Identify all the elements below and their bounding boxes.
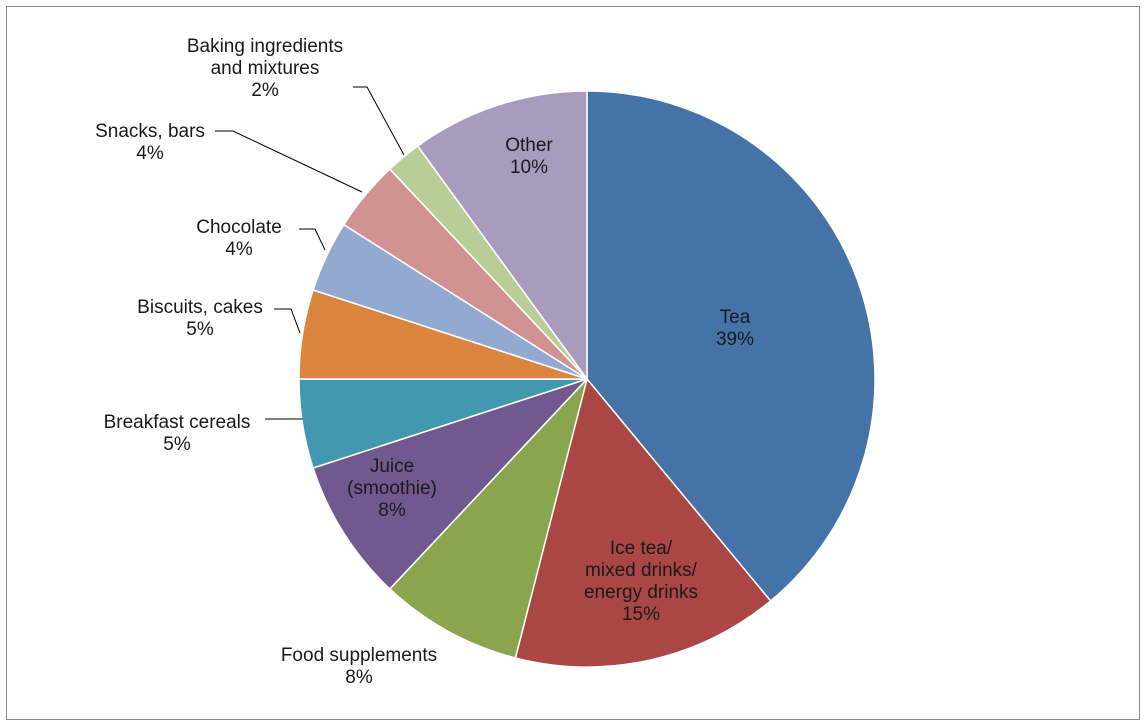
slice-label-other: Other 10% [505, 135, 553, 178]
leader-line-biscuits-cakes [274, 308, 301, 334]
slice-label-food-supplements: Food supplements 8% [281, 645, 437, 688]
slice-label-snacks-bars: Snacks, bars 4% [95, 121, 205, 164]
chart-frame: Tea 39% Ice tea/mixed drinks/energy drinks… [6, 6, 1140, 720]
pie-slice-juice-smoothie [312, 378, 588, 591]
leader-line-chocolate [299, 228, 326, 251]
slice-labels: Tea 39% Ice tea/mixed drinks/energy drinks… [95, 36, 754, 688]
pie-slice-ice-tea-mixed-drinks-energy-drinks [514, 377, 772, 668]
pie-chart: Tea 39% Ice tea/mixed drinks/energy drinks… [95, 36, 876, 688]
pie-slice-food-supplements [388, 378, 588, 659]
slice-label-baking-ingredients-and-mixtures: Baking ingredients and mixtures 2% [187, 36, 343, 101]
slice-label-breakfast-cereals: Breakfast cereals 5% [104, 412, 251, 455]
slice-label-chocolate: Chocolate 4% [196, 217, 282, 260]
slice-label-biscuits-cakes: Biscuits, cakes 5% [137, 297, 263, 340]
pie-slice-tea [586, 90, 876, 602]
leader-line-snacks-bars [215, 130, 363, 193]
slice-label-juice-smoothie: Juice (smoothie) 8% [347, 456, 437, 521]
slice-label-tea: Tea 39% [716, 307, 754, 350]
slice-label-ice-tea-mixed-drinks-energy-drinks: Ice tea/mixed drinks/energy drinks 15% [584, 538, 698, 625]
leader-lines [215, 86, 405, 420]
pie-slices [298, 90, 876, 668]
pie-slice-other [416, 90, 588, 382]
leader-line-baking-ingredients-and-mixtures [353, 86, 405, 156]
